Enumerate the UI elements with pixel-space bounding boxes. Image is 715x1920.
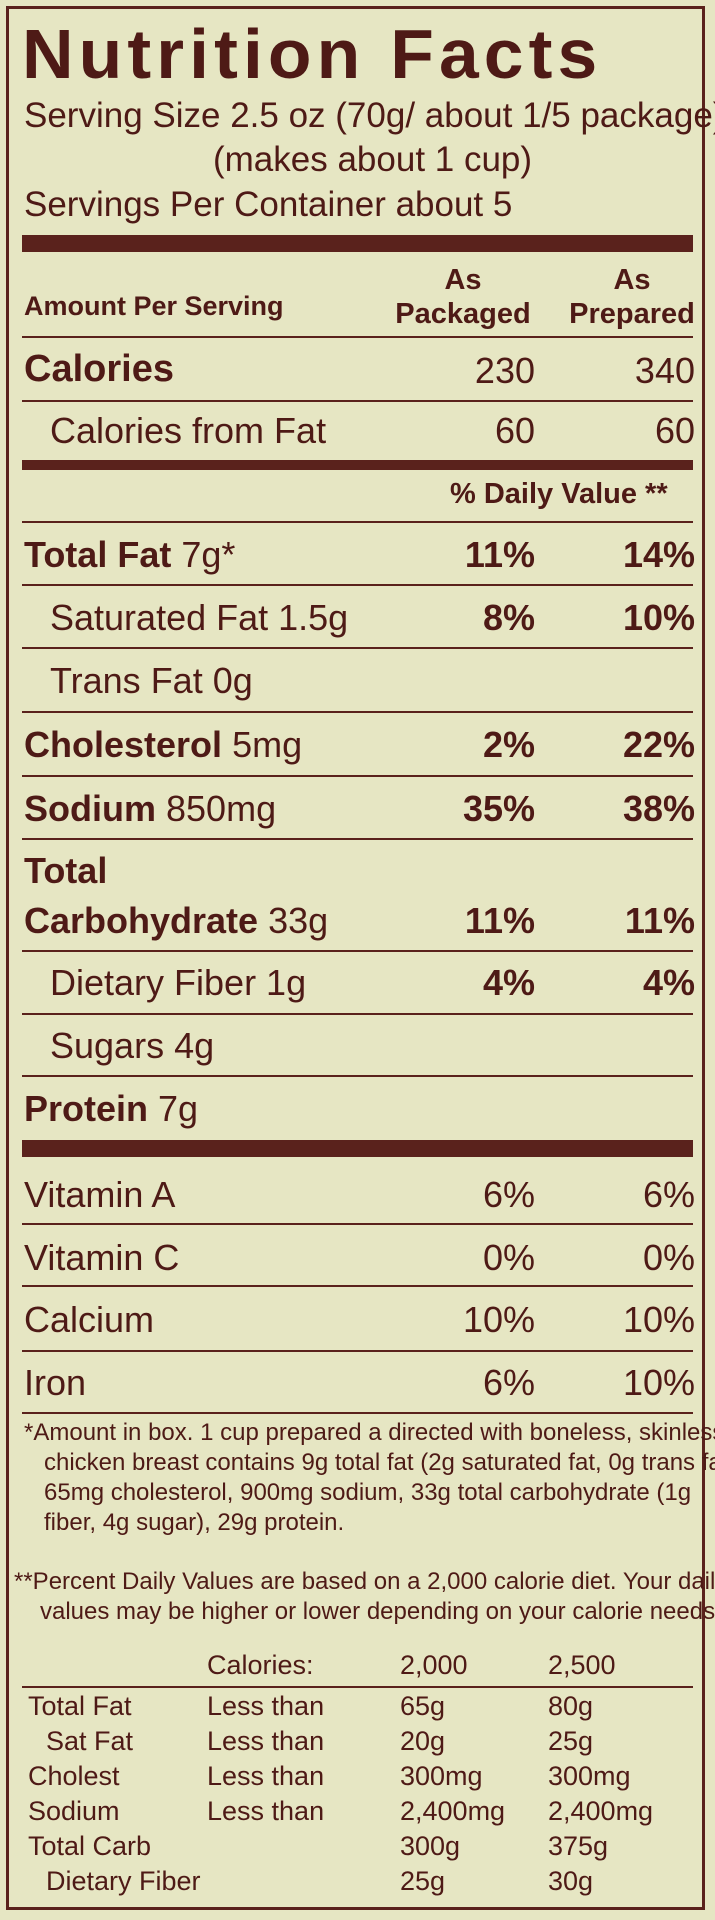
- sat-fat-label: Saturated Fat 1.5g: [50, 597, 349, 638]
- dv-row-c1: 65g: [400, 1691, 446, 1721]
- label-title: Nutrition Facts: [22, 15, 603, 93]
- dv-calories-label: Calories:: [207, 1650, 314, 1680]
- dv-row-name: Dietary Fiber: [46, 1866, 201, 1896]
- col-as-prepared: As Prepared: [569, 264, 695, 330]
- sodium-packaged: 35%: [462, 788, 535, 829]
- divider: [22, 400, 693, 402]
- total-carb-label-line1: Total: [24, 850, 108, 891]
- dv-row-c1: 300mg: [400, 1761, 483, 1791]
- iron-label: Iron: [24, 1362, 87, 1403]
- divider: [22, 950, 693, 952]
- dv-row-c2: 30g: [548, 1866, 594, 1896]
- dv-row-qual: Less than: [207, 1726, 325, 1756]
- fiber-label: Dietary Fiber 1g: [50, 962, 307, 1003]
- total-carb-row: Carbohydrate 33g: [24, 900, 329, 941]
- vitamin-a-label: Vitamin A: [24, 1174, 176, 1215]
- fiber-prepared: 4%: [642, 962, 695, 1003]
- divider: [22, 1285, 693, 1287]
- divider: [22, 584, 693, 586]
- divider: [22, 336, 693, 338]
- dv-row-c1: 2,400mg: [400, 1796, 506, 1826]
- cholesterol-packaged: 2%: [482, 724, 535, 765]
- vitamin-a-packaged: 6%: [482, 1174, 535, 1215]
- sat-fat-prepared: 10%: [622, 597, 695, 638]
- fat-calories-packaged: 60: [494, 410, 535, 451]
- divider: [22, 1013, 693, 1015]
- dv-row-qual: Less than: [207, 1796, 325, 1826]
- dv-2500-header: 2,500: [548, 1650, 616, 1680]
- vitamin-c-label: Vitamin C: [24, 1237, 180, 1278]
- dv-row-c2: 2,400mg: [548, 1796, 654, 1826]
- total-fat-packaged: 11%: [464, 534, 535, 575]
- divider: [22, 711, 693, 713]
- dv-row-c1: 20g: [400, 1726, 446, 1756]
- nutrition-label: [6, 6, 705, 1910]
- protein-row: Protein 7g: [24, 1088, 199, 1129]
- servings-per-container: Servings Per Container about 5: [24, 185, 513, 224]
- sodium-prepared: 38%: [622, 788, 695, 829]
- dv-row-c2: 80g: [548, 1691, 594, 1721]
- calcium-label: Calcium: [24, 1299, 155, 1340]
- total-carb-prepared: 11%: [624, 900, 695, 941]
- cholesterol-prepared: 22%: [622, 724, 695, 765]
- sodium-row: Sodium 850mg: [24, 788, 277, 829]
- amount-per-serving: Amount Per Serving: [24, 291, 284, 321]
- calcium-prepared: 10%: [622, 1299, 695, 1340]
- divider: [22, 1075, 693, 1077]
- total-carb-packaged: 11%: [464, 900, 535, 941]
- dv-row-c2: 375g: [548, 1831, 609, 1861]
- calories-label: Calories: [24, 348, 174, 390]
- divider: [22, 1412, 693, 1414]
- calories-packaged: 230: [474, 350, 535, 391]
- dv-row-c1: 25g: [400, 1866, 446, 1896]
- divider: [22, 647, 693, 649]
- total-fat-prepared: 14%: [622, 534, 695, 575]
- dv-row-name: Total Carb: [28, 1831, 152, 1861]
- dv-row-name: Cholest: [28, 1761, 120, 1791]
- dv-row-name: Sodium: [28, 1796, 120, 1826]
- divider: [22, 1223, 693, 1225]
- divider: [22, 521, 693, 523]
- serving-size: Serving Size 2.5 oz (70g/ about 1/5 pack…: [24, 96, 715, 135]
- dv-row-qual: Less than: [207, 1761, 325, 1791]
- dv-row-c1: 300g: [400, 1831, 461, 1861]
- divider: [22, 838, 693, 840]
- dv-row-name: Sat Fat: [46, 1726, 134, 1756]
- iron-packaged: 6%: [482, 1362, 535, 1403]
- vitamin-a-prepared: 6%: [642, 1174, 695, 1215]
- medium-divider: [22, 460, 693, 470]
- dv-row-name: Total Fat: [28, 1691, 132, 1721]
- thick-divider: [22, 235, 693, 252]
- divider: [22, 1350, 693, 1352]
- divider: [22, 775, 693, 777]
- dv-row-c2: 25g: [548, 1726, 594, 1756]
- fat-calories-prepared: 60: [654, 410, 695, 451]
- dv-2000-header: 2,000: [400, 1650, 468, 1680]
- calcium-packaged: 10%: [462, 1299, 535, 1340]
- dv-row-c2: 300mg: [548, 1761, 631, 1791]
- fiber-packaged: 4%: [482, 962, 535, 1003]
- daily-value-header: % Daily Value **: [450, 478, 668, 510]
- footnote-daily-values: **Percent Daily Values are based on a 2,…: [14, 1568, 715, 1625]
- total-fat-row: Total Fat 7g*: [24, 534, 236, 575]
- iron-prepared: 10%: [622, 1362, 695, 1403]
- col-as-packaged: As Packaged: [395, 264, 531, 330]
- cholesterol-row: Cholesterol 5mg: [24, 724, 303, 765]
- calories-from-fat-label: Calories from Fat: [50, 410, 327, 451]
- divider: [22, 1686, 693, 1688]
- calories-prepared: 340: [634, 350, 695, 391]
- footnote-prepared: *Amount in box. 1 cup prepared a directe…: [24, 1419, 715, 1536]
- sugars-label: Sugars 4g: [50, 1025, 215, 1066]
- vitamin-c-prepared: 0%: [642, 1237, 695, 1278]
- thick-divider: [22, 1140, 693, 1157]
- dv-row-qual: Less than: [207, 1691, 325, 1721]
- trans-fat-label: Trans Fat 0g: [50, 660, 253, 701]
- sat-fat-packaged: 8%: [482, 597, 535, 638]
- serving-size-note: (makes about 1 cup): [213, 140, 533, 179]
- vitamin-c-packaged: 0%: [482, 1237, 535, 1278]
